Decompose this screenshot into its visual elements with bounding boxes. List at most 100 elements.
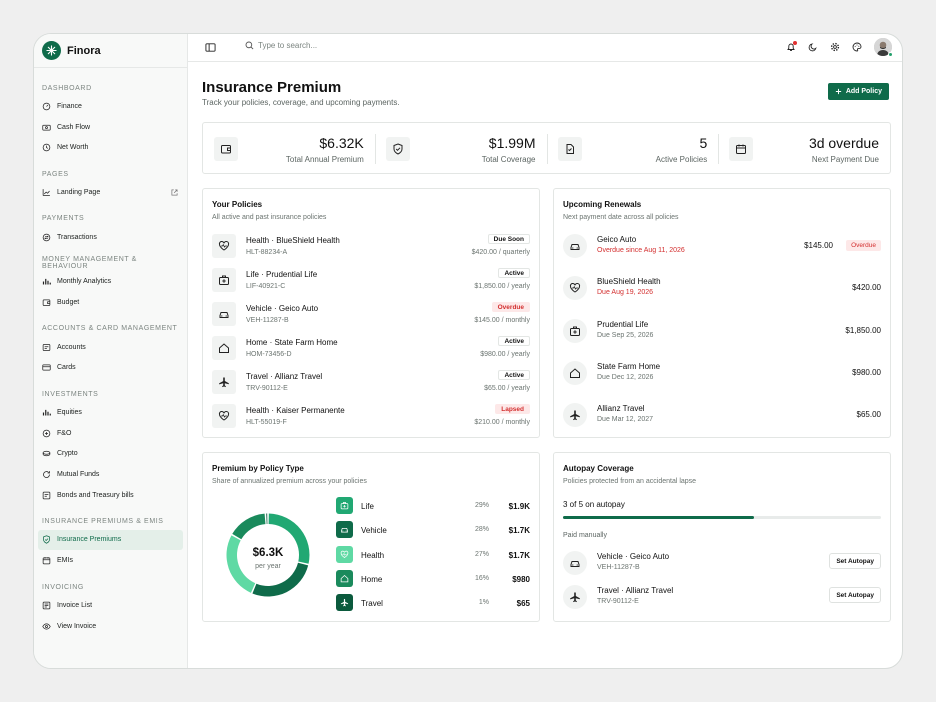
legend-amount: $1.7K [508, 550, 530, 560]
stats-bar: $6.32K Total Annual Premium $1.99M Total Co… [202, 122, 891, 174]
external-link-icon[interactable] [170, 188, 179, 197]
page-subtitle: Track your policies, coverage, and upcom… [202, 98, 400, 107]
legend-row-health: Health 27% $1.7K [336, 545, 530, 564]
sidebar-item-landing-page[interactable]: Landing Page [38, 182, 183, 203]
sidebar-item-invoice-list[interactable]: Invoice List [38, 595, 183, 616]
sidebar: Finora Dashboard Finance Cash Flow Net Wort… [34, 34, 188, 668]
manual-policy-name: Travel · Allianz Travel [597, 586, 674, 595]
list-icon [42, 601, 51, 610]
bell-icon[interactable] [786, 41, 797, 52]
sidebar-item-crypto[interactable]: Crypto [38, 444, 183, 465]
status-badge: Lapsed [495, 404, 530, 414]
policy-row[interactable]: Home · State Farm Home HOM-73456-D Active $… [212, 336, 530, 370]
renewal-row[interactable]: BlueShield Health Due Aug 19, 2026 $420.00 [563, 276, 881, 318]
card-subtitle: Share of annualized premium across your … [212, 478, 367, 485]
policy-name: Health · BlueShield Health [246, 236, 340, 245]
card-title: Upcoming Renewals [563, 200, 642, 209]
policy-row[interactable]: Life · Prudential Life LIF-40921-C Active $… [212, 268, 530, 302]
sidebar-item-net-worth[interactable]: Net Worth [38, 137, 183, 158]
sidebar-item-f-o[interactable]: F&O [38, 423, 183, 444]
policy-amount: $65.00 / yearly [484, 385, 530, 392]
manual-policy-row: Vehicle · Geico Auto VEH-11287-B Set Autop… [563, 551, 881, 575]
policy-id: LIF-40921-C [246, 283, 286, 290]
add-policy-button[interactable]: Add Policy [827, 83, 889, 100]
renewal-amount: $980.00 [852, 367, 881, 377]
topbar-actions [786, 38, 892, 56]
renewal-row[interactable]: Geico Auto Overdue since Aug 11, 2026 $145… [563, 234, 881, 276]
policy-id: HLT-55019-F [246, 419, 287, 426]
stat-value: 5 [699, 135, 708, 151]
search-input[interactable]: Type to search... [258, 41, 318, 50]
sidebar-item-budget[interactable]: Budget [38, 292, 183, 313]
search-bar[interactable]: Type to search... [245, 41, 317, 50]
legend-amount: $1.9K [508, 502, 530, 511]
donut-center-value: $6.3K [253, 547, 284, 559]
wallet-icon [214, 137, 238, 161]
renewal-row[interactable]: Allianz Travel Due Mar 12, 2027 $65.00 [563, 403, 881, 445]
sidebar-item-cards[interactable]: Cards [38, 358, 183, 379]
policy-amount: $1,850.00 / yearly [474, 283, 530, 290]
legend-name: Life [361, 502, 374, 511]
car-icon [563, 551, 587, 575]
sidebar-item-view-invoice[interactable]: View Invoice [38, 616, 183, 637]
premium-donut-chart: $6.3K per year [226, 513, 310, 597]
eye-icon [42, 622, 51, 631]
renewal-date: Due Dec 12, 2026 [597, 373, 654, 381]
status-badge: Active [498, 336, 530, 346]
gear-icon[interactable] [830, 42, 840, 52]
renewal-name: State Farm Home [597, 361, 661, 371]
app-window: Finora Dashboard Finance Cash Flow Net Wort… [33, 33, 903, 669]
palette-icon[interactable] [852, 42, 862, 52]
nav-section: Accounts & Card Management Accounts Cards [34, 323, 187, 378]
renewal-amount: $145.00 [804, 241, 833, 250]
policy-row[interactable]: Health · BlueShield Health HLT-88234-A Due… [212, 234, 530, 268]
your-policies-card: Your Policies All active and past insura… [202, 188, 540, 438]
stat-next-payment-due: 3d overdue Next Payment Due [718, 123, 890, 173]
heart-icon [212, 234, 236, 258]
renewal-row[interactable]: Prudential Life Due Sep 25, 2026 $1,850.00 [563, 318, 881, 361]
manual-policy-id: TRV-90112-E [597, 598, 639, 605]
brand[interactable]: Finora [34, 34, 187, 68]
theme-toggle-icon[interactable] [808, 42, 818, 52]
sidebar-nav: Dashboard Finance Cash Flow Net Worth Pages L… [34, 82, 187, 636]
policy-row[interactable]: Health · Kaiser Permanente HLT-55019-F Lap… [212, 404, 530, 438]
finora-logo-icon [42, 41, 61, 60]
sidebar-toggle-icon[interactable] [205, 42, 216, 53]
sidebar-item-emis[interactable]: EMIs [38, 550, 183, 571]
policy-row[interactable]: Travel · Allianz Travel TRV-90112-E Active… [212, 370, 530, 404]
online-status-dot [888, 52, 893, 57]
nav-section: Investments Equities F&O Crypto Mutual Funds… [34, 388, 187, 505]
renewal-row[interactable]: State Farm Home Due Dec 12, 2026 $980.00 [563, 360, 881, 403]
renewal-date: Due Aug 19, 2026 [597, 289, 654, 297]
sidebar-item-monthly-analytics[interactable]: Monthly Analytics [38, 271, 183, 292]
sidebar-item-bonds-and-treasury-bills[interactable]: Bonds and Treasury bills [38, 485, 183, 506]
page-title: Insurance Premium [202, 79, 342, 96]
sidebar-item-label: Finance [57, 102, 82, 110]
sidebar-item-mutual-funds[interactable]: Mutual Funds [38, 464, 183, 485]
renewal-date: Due Mar 12, 2027 [597, 416, 654, 424]
set-autopay-button[interactable]: Set Autopay [829, 553, 881, 569]
sidebar-item-finance[interactable]: Finance [38, 96, 183, 117]
sidebar-item-cash-flow[interactable]: Cash Flow [38, 117, 183, 138]
sidebar-item-insurance-premiums[interactable]: Insurance Premiums [38, 529, 183, 551]
user-avatar[interactable] [874, 38, 892, 56]
policy-id: HOM-73456-D [246, 351, 292, 358]
nav-section-heading: Investments [42, 390, 99, 398]
card-title: Premium by Policy Type [212, 464, 304, 473]
policy-name: Health · Kaiser Permanente [246, 406, 345, 415]
plane-icon [563, 403, 587, 428]
bar-chart-icon [42, 277, 51, 286]
sidebar-item-transactions[interactable]: Transactions [38, 227, 183, 248]
autopay-coverage-card: Autopay Coverage Policies protected from… [553, 452, 891, 622]
sidebar-item-equities[interactable]: Equities [38, 402, 183, 423]
sidebar-item-label: Mutual Funds [57, 471, 100, 479]
legend-row-vehicle: Vehicle 28% $1.7K [336, 521, 530, 539]
policy-name: Travel · Allianz Travel [246, 372, 323, 381]
set-autopay-button[interactable]: Set Autopay [829, 587, 881, 603]
sidebar-item-label: Cards [57, 364, 76, 372]
policy-row[interactable]: Vehicle · Geico Auto VEH-11287-B Overdue $1… [212, 302, 530, 336]
status-badge: Active [498, 268, 530, 278]
nav-section-heading: Money Management & Behaviour [42, 256, 137, 271]
refresh-icon [42, 470, 51, 479]
sidebar-item-accounts[interactable]: Accounts [38, 337, 183, 358]
